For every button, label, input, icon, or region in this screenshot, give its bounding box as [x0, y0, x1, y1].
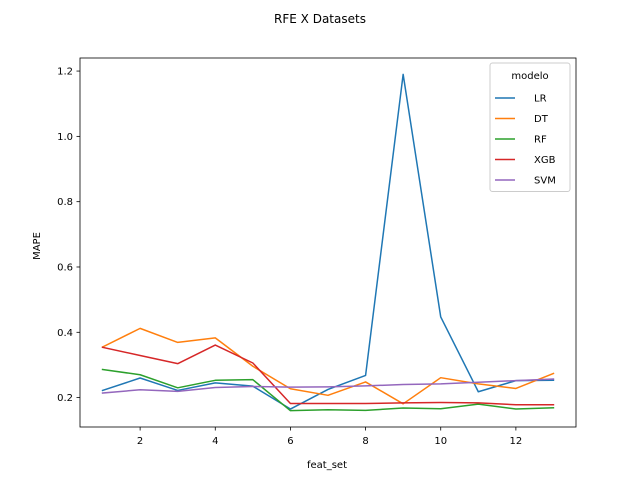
y-axis-label: MAPE: [32, 232, 43, 260]
y-tick-label: 1.2: [57, 67, 73, 78]
x-tick-label: 4: [212, 436, 218, 447]
legend-label-lr: LR: [534, 94, 547, 105]
legend-label-xgb: XGB: [534, 155, 556, 166]
legend-title: modelo: [511, 71, 548, 82]
x-tick-label: 10: [434, 436, 447, 447]
x-tick-label: 12: [510, 436, 523, 447]
legend-box: [489, 62, 571, 192]
legend-label-svm: SVM: [534, 176, 556, 187]
plot-area: 2 4 6 8 10 12 0.2 0.4 0.6 0.8 1.0 1.2: [57, 57, 577, 447]
series-line-lr: [101, 73, 555, 410]
x-tick-label: 6: [287, 436, 293, 447]
y-tick-label: 1.0: [57, 132, 73, 143]
axes-frame: [79, 57, 577, 428]
chart-title: RFE X Datasets: [274, 12, 366, 26]
series-line-svm: [101, 378, 555, 394]
legend: modelo LR DT RF XGB SVM: [489, 62, 571, 192]
legend-label-rf: RF: [534, 135, 547, 146]
y-tick-label: 0.2: [57, 393, 73, 404]
y-tick-label: 0.6: [57, 262, 73, 273]
x-axis-label: feat_set: [307, 460, 347, 471]
y-tick-label: 0.4: [57, 328, 73, 339]
series-line-dt: [101, 327, 555, 405]
y-tick-label: 0.8: [57, 197, 73, 208]
x-tick-label: 8: [362, 436, 368, 447]
x-tick-label: 2: [137, 436, 143, 447]
series-line-rf: [101, 368, 555, 412]
legend-label-dt: DT: [534, 114, 549, 125]
series-line-xgb: [101, 344, 555, 406]
